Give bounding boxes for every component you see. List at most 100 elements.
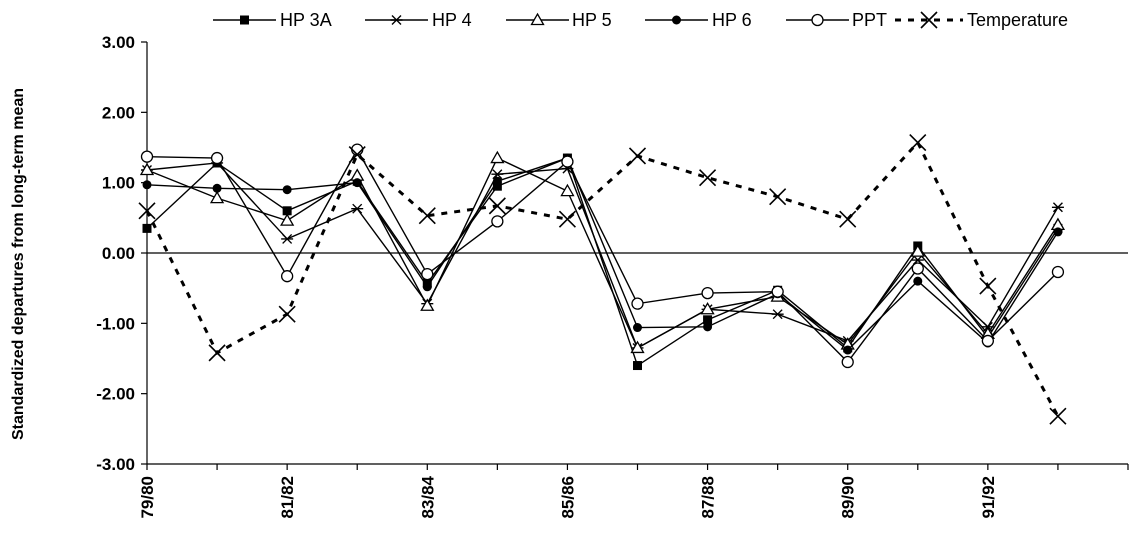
data-point bbox=[139, 162, 155, 176]
x-marker bbox=[208, 344, 226, 362]
square-marker bbox=[282, 206, 292, 216]
series-line-hp-4 bbox=[146, 162, 1059, 349]
star-marker bbox=[491, 169, 504, 180]
series-hp-5 bbox=[139, 150, 1066, 354]
data-point bbox=[560, 183, 575, 197]
x-tick-label: 83/84 bbox=[418, 475, 437, 518]
triangle-marker bbox=[139, 162, 155, 176]
legend-label: HP 4 bbox=[432, 10, 472, 30]
data-point bbox=[210, 151, 224, 165]
data-point bbox=[1049, 407, 1067, 425]
y-tick-label: -1.00 bbox=[96, 314, 135, 333]
dot-marker bbox=[422, 282, 432, 292]
x-marker bbox=[488, 197, 506, 215]
data-point bbox=[491, 169, 504, 180]
data-point bbox=[348, 145, 366, 164]
data-point bbox=[843, 345, 853, 355]
data-point bbox=[911, 262, 924, 275]
legend-item-temperature: Temperature bbox=[895, 10, 1068, 30]
star-marker bbox=[911, 255, 924, 266]
data-point bbox=[421, 267, 434, 281]
data-point bbox=[771, 309, 784, 320]
y-tick-label: 3.00 bbox=[102, 33, 135, 52]
data-point bbox=[390, 15, 403, 25]
dot-marker bbox=[212, 183, 222, 193]
x-tick-label: 85/86 bbox=[558, 476, 577, 519]
data-point bbox=[492, 181, 502, 191]
triangle-marker bbox=[420, 298, 435, 311]
legend: HP 3A HP 4 HP 5 HP 6 PPT Temperature bbox=[213, 10, 1068, 30]
data-point bbox=[490, 150, 505, 164]
x-marker bbox=[979, 277, 997, 295]
axes: -3.00 -2.00 -1.00 0.00 1.00 2.00 3.00 79/80 81/8… bbox=[96, 33, 1129, 519]
square-marker bbox=[703, 315, 713, 325]
triangle-marker bbox=[280, 213, 295, 226]
triangle-marker bbox=[490, 150, 505, 164]
circle-marker bbox=[811, 13, 824, 27]
series-line-hp-3a bbox=[146, 157, 1059, 367]
data-point bbox=[769, 188, 787, 206]
circle-marker bbox=[631, 297, 644, 310]
square-marker bbox=[633, 361, 642, 371]
legend-label: HP 5 bbox=[572, 10, 612, 30]
data-point bbox=[700, 301, 715, 315]
series-layer bbox=[138, 134, 1067, 425]
circle-marker bbox=[1051, 265, 1065, 279]
data-point bbox=[631, 297, 644, 310]
legend-item-ppt: PPT bbox=[786, 10, 887, 30]
data-point bbox=[910, 244, 925, 257]
data-point bbox=[701, 286, 714, 300]
data-point bbox=[142, 223, 152, 233]
data-point bbox=[628, 147, 647, 165]
data-point bbox=[1053, 227, 1063, 237]
data-point bbox=[281, 233, 294, 244]
data-point bbox=[981, 334, 995, 348]
dot-marker bbox=[703, 322, 713, 332]
data-point bbox=[703, 315, 713, 325]
circle-marker bbox=[491, 215, 504, 228]
x-marker bbox=[909, 134, 927, 152]
data-point bbox=[352, 178, 362, 188]
square-marker bbox=[492, 181, 502, 191]
square-marker bbox=[142, 223, 152, 233]
triangle-marker bbox=[700, 301, 715, 315]
circle-marker bbox=[981, 334, 995, 348]
data-point bbox=[771, 285, 784, 298]
y-tick-label: -2.00 bbox=[96, 385, 135, 404]
data-point bbox=[491, 215, 504, 228]
x-tick-label: 81/82 bbox=[278, 476, 297, 519]
circle-marker bbox=[140, 150, 154, 163]
data-point bbox=[633, 323, 642, 333]
data-point bbox=[699, 169, 717, 187]
data-point bbox=[630, 340, 645, 354]
triangle-marker bbox=[530, 12, 545, 26]
data-point bbox=[911, 255, 924, 266]
data-point bbox=[240, 15, 249, 25]
star-marker bbox=[351, 203, 364, 214]
data-point bbox=[422, 282, 432, 292]
x-marker bbox=[418, 207, 436, 225]
x-marker bbox=[628, 147, 647, 165]
circle-marker bbox=[841, 355, 854, 369]
dot-marker bbox=[843, 345, 853, 355]
y-tick-label: 0.00 bbox=[102, 244, 135, 263]
dot-marker bbox=[352, 178, 362, 188]
circle-marker bbox=[421, 267, 434, 281]
circle-marker bbox=[561, 155, 574, 168]
circle-marker bbox=[701, 286, 714, 300]
legend-item-hp-4: HP 4 bbox=[365, 10, 472, 30]
data-point bbox=[351, 203, 364, 214]
dot-marker bbox=[913, 276, 923, 286]
data-point bbox=[208, 344, 226, 362]
star-marker bbox=[390, 15, 403, 25]
triangle-marker bbox=[209, 190, 225, 204]
x-marker bbox=[699, 169, 717, 187]
x-tick-label: 87/88 bbox=[699, 476, 718, 519]
data-point bbox=[530, 12, 545, 26]
data-point bbox=[909, 134, 927, 152]
dot-marker bbox=[672, 15, 681, 25]
triangle-marker bbox=[560, 183, 575, 197]
x-marker bbox=[278, 305, 296, 323]
circle-marker bbox=[771, 285, 784, 298]
data-point bbox=[209, 190, 225, 204]
